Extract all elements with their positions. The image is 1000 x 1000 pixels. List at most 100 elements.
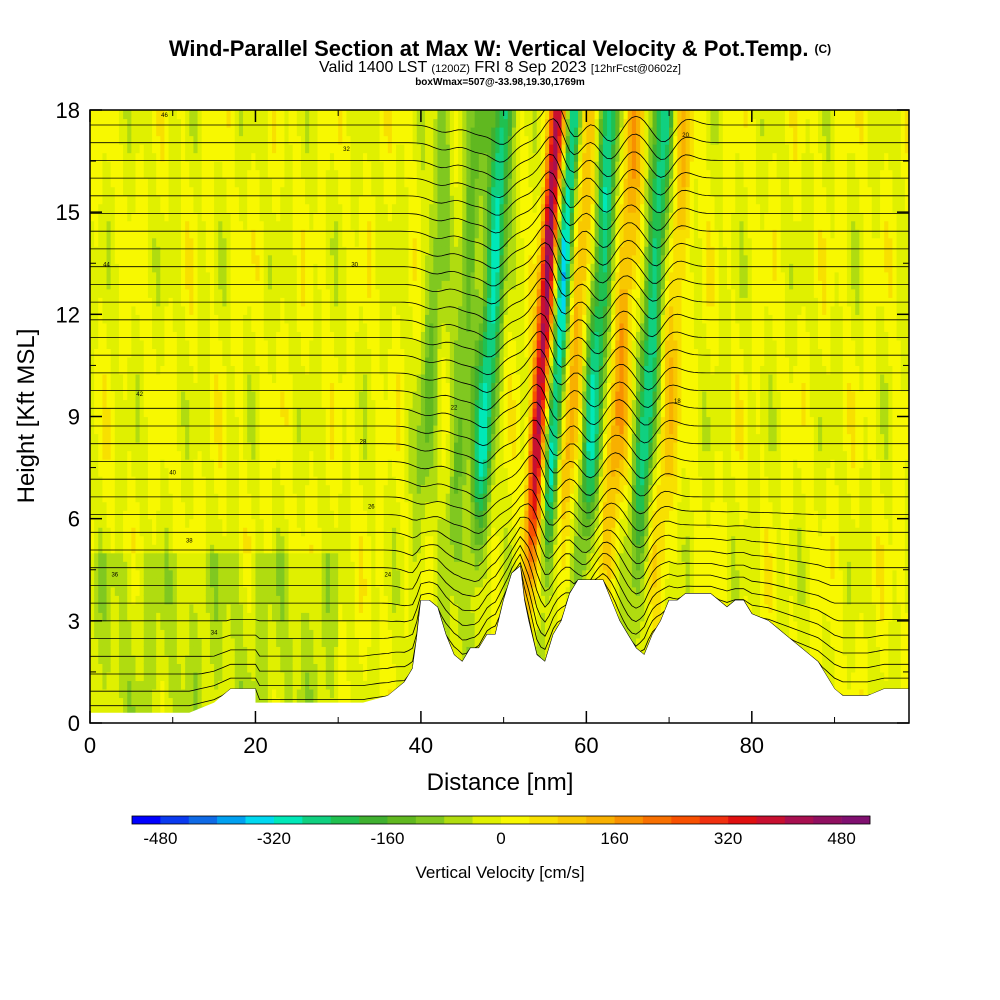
- w-cell: [139, 220, 145, 230]
- w-cell: [131, 280, 137, 290]
- w-cell: [90, 118, 95, 128]
- w-cell: [139, 629, 145, 639]
- w-cell: [234, 110, 240, 120]
- w-cell: [189, 527, 195, 537]
- w-cell: [296, 127, 302, 137]
- w-cell: [172, 518, 178, 528]
- w-cell: [102, 527, 108, 537]
- w-cell: [251, 527, 257, 537]
- w-cell: [114, 612, 120, 622]
- w-cell: [267, 144, 273, 154]
- w-cell: [90, 169, 95, 179]
- w-cell: [267, 637, 273, 647]
- w-cell: [218, 476, 223, 486]
- w-cell: [172, 544, 178, 554]
- w-cell: [305, 331, 310, 341]
- w-cell: [346, 425, 352, 435]
- w-cell: [342, 671, 348, 682]
- w-cell: [259, 237, 265, 247]
- w-cell: [255, 425, 261, 435]
- w-cell: [346, 356, 352, 367]
- w-cell: [276, 271, 281, 281]
- w-cell: [209, 637, 215, 647]
- w-cell: [205, 382, 211, 392]
- w-cell: [288, 484, 294, 494]
- w-cell: [255, 390, 261, 401]
- w-cell: [106, 535, 112, 545]
- w-cell: [371, 544, 377, 554]
- w-cell: [139, 544, 145, 554]
- w-cell: [238, 237, 244, 247]
- w-cell: [205, 373, 211, 384]
- w-cell: [164, 135, 170, 145]
- w-cell: [325, 569, 331, 579]
- w-cell: [214, 561, 219, 571]
- w-cell: [209, 467, 215, 477]
- w-cell: [259, 629, 265, 639]
- w-cell: [172, 697, 178, 707]
- w-cell: [98, 663, 104, 673]
- w-cell: [325, 399, 331, 409]
- w-cell: [152, 365, 157, 375]
- w-cell: [292, 339, 298, 349]
- w-cell: [218, 280, 223, 290]
- w-cell: [367, 484, 372, 494]
- w-cell: [118, 348, 124, 358]
- w-cell: [139, 416, 145, 426]
- w-cell: [168, 373, 174, 384]
- w-cell: [205, 535, 211, 545]
- w-cell: [123, 620, 128, 630]
- w-cell: [110, 450, 116, 460]
- w-cell: [263, 467, 269, 477]
- w-cell: [214, 127, 219, 137]
- w-cell: [214, 169, 219, 179]
- w-cell: [189, 135, 195, 145]
- w-cell: [317, 169, 323, 179]
- w-cell: [238, 535, 244, 545]
- w-cell: [354, 135, 360, 145]
- w-cell: [329, 493, 335, 503]
- w-cell: [350, 603, 356, 613]
- w-cell: [321, 246, 327, 256]
- w-cell: [176, 646, 182, 656]
- w-cell: [346, 552, 352, 562]
- w-cell: [147, 561, 153, 571]
- w-cell: [288, 535, 294, 545]
- w-cell: [338, 467, 343, 477]
- w-cell: [230, 280, 236, 290]
- w-cell: [118, 450, 124, 460]
- w-cell: [123, 501, 128, 511]
- w-cell: [176, 195, 182, 205]
- w-cell: [288, 467, 294, 477]
- w-cell: [94, 544, 99, 554]
- w-cell: [222, 493, 228, 503]
- w-cell: [172, 586, 178, 596]
- w-cell: [114, 382, 120, 392]
- w-cell: [255, 314, 261, 324]
- w-cell: [358, 263, 364, 273]
- w-cell: [272, 135, 277, 145]
- w-cell: [346, 118, 352, 128]
- w-cell: [230, 118, 236, 128]
- w-cell: [156, 433, 161, 443]
- w-cell: [135, 220, 141, 230]
- w-cell: [309, 288, 314, 298]
- w-cell: [147, 476, 153, 486]
- w-cell: [230, 467, 236, 477]
- w-cell: [172, 322, 178, 332]
- w-cell: [284, 169, 290, 179]
- w-cell: [135, 705, 141, 716]
- w-cell: [189, 348, 195, 358]
- w-cell: [127, 229, 132, 239]
- w-cell: [329, 203, 335, 213]
- w-cell: [296, 646, 302, 656]
- w-cell: [346, 629, 352, 639]
- w-cell: [276, 544, 281, 554]
- w-cell: [338, 220, 343, 230]
- w-cell: [350, 493, 356, 503]
- w-cell: [201, 246, 207, 256]
- w-cell: [334, 527, 339, 537]
- w-cell: [226, 620, 232, 630]
- w-cell: [127, 271, 132, 281]
- w-cell: [209, 203, 215, 213]
